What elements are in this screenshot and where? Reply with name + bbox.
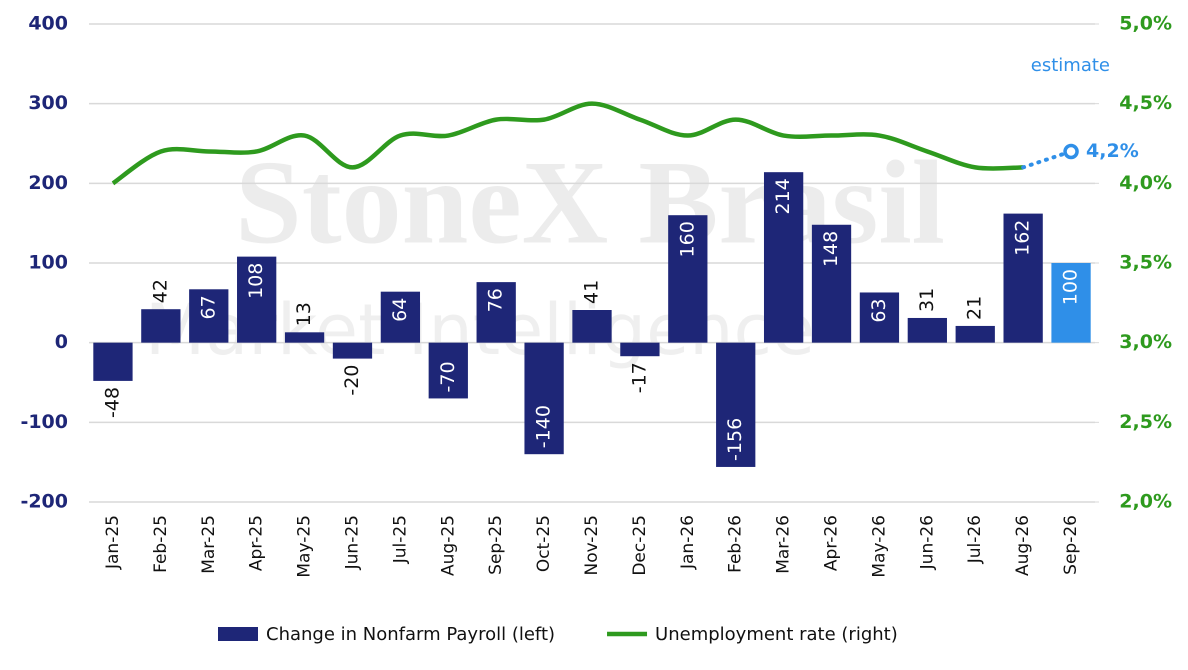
- y2-tick-label: 4,0%: [1119, 172, 1172, 194]
- x-tick-label: Feb-26: [726, 515, 746, 573]
- legend-label: Change in Nonfarm Payroll (left): [266, 624, 555, 645]
- y-tick-label: 100: [28, 252, 68, 274]
- x-tick-label: Apr-25: [247, 515, 267, 571]
- bar: [955, 325, 995, 343]
- x-tick-label: Jan-25: [103, 515, 123, 570]
- x-tick-label: Jul-26: [965, 515, 985, 564]
- legend-swatch: [218, 627, 258, 641]
- bar: [907, 317, 947, 343]
- data-label: -140: [533, 405, 555, 448]
- bar: [859, 292, 900, 343]
- y2-tick-label: 4,5%: [1119, 92, 1172, 114]
- data-label: 41: [581, 280, 603, 304]
- x-tick-label: Apr-26: [822, 515, 842, 571]
- y-tick-label: 300: [28, 92, 68, 114]
- bar: [1003, 213, 1043, 343]
- data-label: 148: [820, 231, 842, 267]
- x-tick-label: Jan-26: [678, 515, 698, 570]
- data-label: -17: [628, 362, 650, 393]
- bar: [141, 309, 181, 343]
- bar: [668, 215, 708, 343]
- data-label: 100: [1060, 269, 1082, 305]
- x-tick-label: May-25: [295, 515, 315, 578]
- data-label: -20: [341, 365, 363, 396]
- bar: [524, 342, 564, 455]
- estimate-value-label: 4,2%: [1086, 140, 1139, 162]
- x-tick-label: Aug-25: [438, 515, 458, 576]
- data-label: 21: [964, 296, 986, 320]
- bar: [811, 224, 852, 343]
- line: [111, 101, 1024, 186]
- bar: [332, 342, 373, 359]
- bar: [476, 282, 516, 343]
- y2-tick-label: 5,0%: [1119, 13, 1172, 35]
- x-tick-label: Aug-26: [1013, 515, 1033, 576]
- x-tick-label: Mar-25: [199, 515, 219, 574]
- bar: [380, 291, 421, 343]
- x-tick-label: May-26: [869, 515, 889, 578]
- bar: [572, 310, 612, 343]
- bar: [189, 289, 229, 343]
- y-tick-label: 400: [28, 13, 68, 35]
- data-label: 162: [1012, 220, 1034, 256]
- data-label: 160: [676, 221, 698, 257]
- data-label: 214: [772, 178, 794, 214]
- data-label: 64: [389, 298, 411, 322]
- data-label: 42: [149, 279, 171, 303]
- bar: [428, 342, 468, 399]
- bar: [620, 342, 660, 357]
- x-tick-label: Jun-25: [342, 515, 362, 570]
- x-tick-label: Dec-25: [630, 515, 650, 576]
- legend-label: Unemployment rate (right): [655, 624, 898, 645]
- data-label: 67: [197, 295, 219, 319]
- x-tick-label: Jul-25: [390, 515, 410, 564]
- x-tick-label: Jun-26: [917, 515, 937, 570]
- data-label: -70: [437, 361, 459, 392]
- y-tick-label: -100: [20, 411, 68, 433]
- x-tick-label: Sep-26: [1061, 515, 1081, 575]
- bar: [716, 342, 756, 467]
- bar: [1051, 263, 1091, 343]
- y2-tick-label: 2,5%: [1119, 411, 1172, 433]
- y2-tick-label: 3,5%: [1119, 252, 1172, 274]
- data-label: 13: [293, 302, 315, 326]
- y-tick-label: 0: [55, 331, 68, 353]
- y2-tick-label: 3,0%: [1119, 331, 1172, 353]
- data-label: 108: [245, 263, 267, 299]
- estimate-label: estimate: [1031, 55, 1110, 76]
- bar: [93, 342, 133, 381]
- data-label: 31: [916, 288, 938, 312]
- x-tick-label: Mar-26: [774, 515, 794, 574]
- data-label: -48: [101, 387, 123, 418]
- data-label: -156: [724, 418, 746, 461]
- y-tick-label: -200: [20, 491, 68, 513]
- data-label: 63: [868, 298, 890, 322]
- x-tick-label: Nov-25: [582, 515, 602, 576]
- estimate-connector: [1021, 149, 1074, 170]
- estimate-point: [1063, 143, 1079, 160]
- y2-tick-label: 2,0%: [1119, 491, 1172, 513]
- y-tick-label: 200: [28, 172, 68, 194]
- data-label: 76: [485, 288, 507, 312]
- bar: [763, 172, 804, 343]
- x-tick-label: Sep-25: [486, 515, 506, 575]
- bar: [237, 256, 277, 343]
- bar: [284, 332, 325, 343]
- x-tick-label: Feb-25: [151, 515, 171, 573]
- x-tick-label: Oct-25: [534, 515, 554, 572]
